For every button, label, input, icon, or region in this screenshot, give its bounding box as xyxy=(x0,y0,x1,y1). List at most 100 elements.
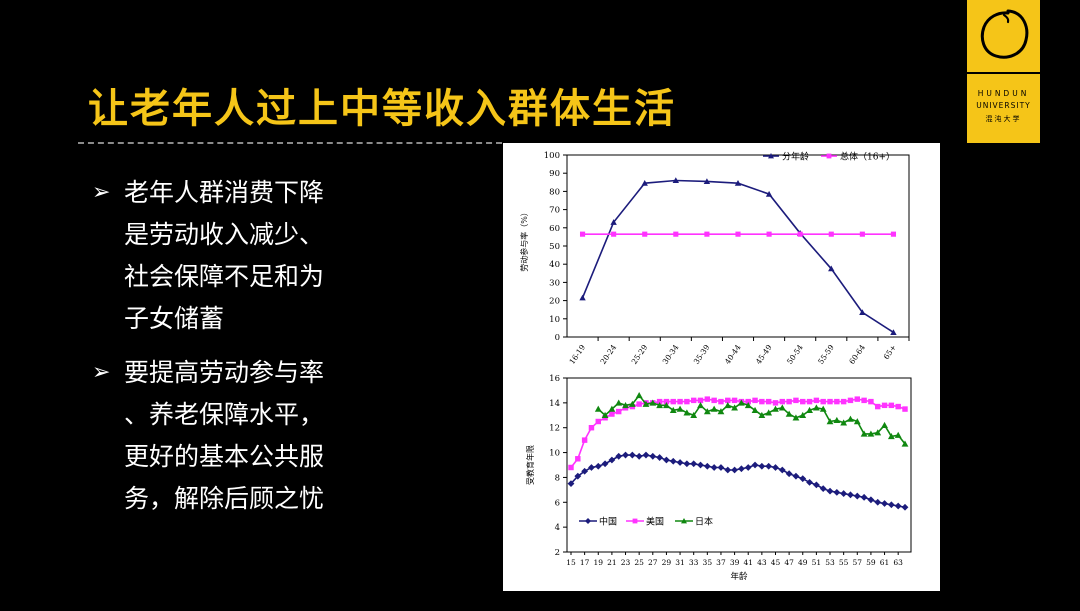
x-tick-label: 21 xyxy=(607,558,617,567)
y-tick-label: 12 xyxy=(549,424,560,434)
diamond-marker xyxy=(901,503,909,511)
square-marker xyxy=(834,398,840,405)
triangle-marker xyxy=(901,440,909,447)
triangle-marker xyxy=(867,430,875,437)
diamond-marker xyxy=(615,452,623,460)
square-marker xyxy=(859,231,865,237)
x-tick-label: 55 xyxy=(839,558,849,567)
square-marker xyxy=(684,398,690,405)
triangle-marker xyxy=(635,392,643,399)
triangle-marker xyxy=(758,411,766,419)
series-line xyxy=(597,394,906,445)
x-tick-label: 35-39 xyxy=(692,343,712,366)
square-marker xyxy=(820,398,826,405)
diamond-marker xyxy=(588,464,595,471)
triangle-marker xyxy=(887,433,895,440)
triangle-marker xyxy=(751,406,759,414)
square-marker xyxy=(609,411,615,417)
square-marker xyxy=(759,398,765,405)
bullet-line: 老年人群消费下降 xyxy=(124,178,325,207)
square-marker xyxy=(677,398,683,405)
diamond-marker xyxy=(860,493,868,501)
diamond-marker xyxy=(792,472,800,480)
plot-frame xyxy=(566,377,912,553)
bullet-list: ➢ 老年人群消费下降 是劳动收入减少、 社会保障不足和为 子女储蓄 ➢ 要提高劳… xyxy=(92,172,392,520)
x-tick-label: 40-44 xyxy=(723,343,743,366)
square-marker xyxy=(840,398,847,405)
square-marker xyxy=(890,231,897,237)
logo-separator xyxy=(967,72,1040,74)
square-marker xyxy=(611,231,617,237)
square-marker xyxy=(697,397,704,404)
triangle-marker xyxy=(894,431,902,438)
triangle-marker xyxy=(579,294,586,301)
diamond-marker xyxy=(574,472,582,480)
triangle-marker xyxy=(676,405,684,412)
x-tick-label: 45-49 xyxy=(754,343,774,366)
x-tick-label: 20-24 xyxy=(598,343,618,366)
y-tick-label: 0 xyxy=(555,333,560,343)
triangle-marker xyxy=(860,430,868,437)
triangle-marker xyxy=(628,400,636,407)
diamond-marker xyxy=(758,462,766,470)
x-tick-label: 16-19 xyxy=(567,343,587,366)
triangle-marker xyxy=(799,411,807,419)
square-marker xyxy=(636,401,642,407)
x-tick-label: 29 xyxy=(662,558,672,567)
diamond-marker xyxy=(840,490,848,497)
square-marker xyxy=(826,153,832,159)
square-marker xyxy=(663,398,670,405)
triangle-marker xyxy=(768,153,774,159)
square-marker xyxy=(868,398,874,405)
x-tick-label: 55-59 xyxy=(816,343,836,366)
diamond-marker xyxy=(826,487,834,495)
square-marker xyxy=(875,403,881,410)
square-marker xyxy=(847,397,854,404)
legend-label: 中国 xyxy=(599,516,617,528)
triangle-marker xyxy=(778,404,786,411)
diamond-marker xyxy=(833,488,841,496)
triangle-marker xyxy=(672,177,680,184)
square-marker xyxy=(690,397,697,404)
labor-participation-chart: 0 10 20 30 40 50 60 70 80 90 100 16-19 20-24 25-29 30-… xyxy=(519,151,910,366)
square-marker xyxy=(828,231,834,237)
x-tick-label: 60-64 xyxy=(847,343,867,366)
diamond-marker xyxy=(635,452,643,460)
title-divider xyxy=(78,142,502,144)
triangle-marker xyxy=(641,180,648,186)
triangle-marker xyxy=(615,399,623,406)
y-tick-label: 10 xyxy=(549,315,560,325)
y-tick-label: 50 xyxy=(549,242,560,252)
x-tick-label: 63 xyxy=(893,558,903,567)
square-marker xyxy=(813,397,820,404)
diamond-marker xyxy=(806,479,813,486)
triangle-marker xyxy=(853,418,861,425)
x-tick-label: 43 xyxy=(757,558,767,567)
y-tick-label: 16 xyxy=(549,374,560,384)
x-tick-label: 57 xyxy=(853,558,863,567)
legend-label: 美国 xyxy=(646,516,664,528)
y-tick-label: 40 xyxy=(549,260,560,270)
triangle-marker xyxy=(724,401,732,409)
bullet-line: 是劳动收入减少、 xyxy=(124,220,325,249)
square-marker xyxy=(797,231,803,237)
triangle-marker xyxy=(828,265,835,272)
triangle-marker xyxy=(738,399,745,406)
legend-label: 总体（16+） xyxy=(840,151,895,163)
triangle-marker xyxy=(874,429,882,436)
square-marker xyxy=(718,398,724,405)
y-tick-label: 4 xyxy=(555,523,560,533)
diamond-marker xyxy=(853,492,861,500)
triangle-marker xyxy=(890,329,897,336)
square-marker xyxy=(745,398,751,405)
x-tick-label: 39 xyxy=(730,558,740,567)
x-tick-label: 53 xyxy=(825,558,835,567)
triangle-marker xyxy=(785,410,793,417)
diamond-marker xyxy=(622,451,629,459)
square-marker xyxy=(704,396,711,402)
diamond-marker xyxy=(594,462,602,470)
arrow-right-icon: ➢ xyxy=(92,360,111,385)
square-marker xyxy=(902,406,908,412)
x-tick-label: 49 xyxy=(798,558,808,567)
x-tick-label: 50-54 xyxy=(785,343,805,366)
